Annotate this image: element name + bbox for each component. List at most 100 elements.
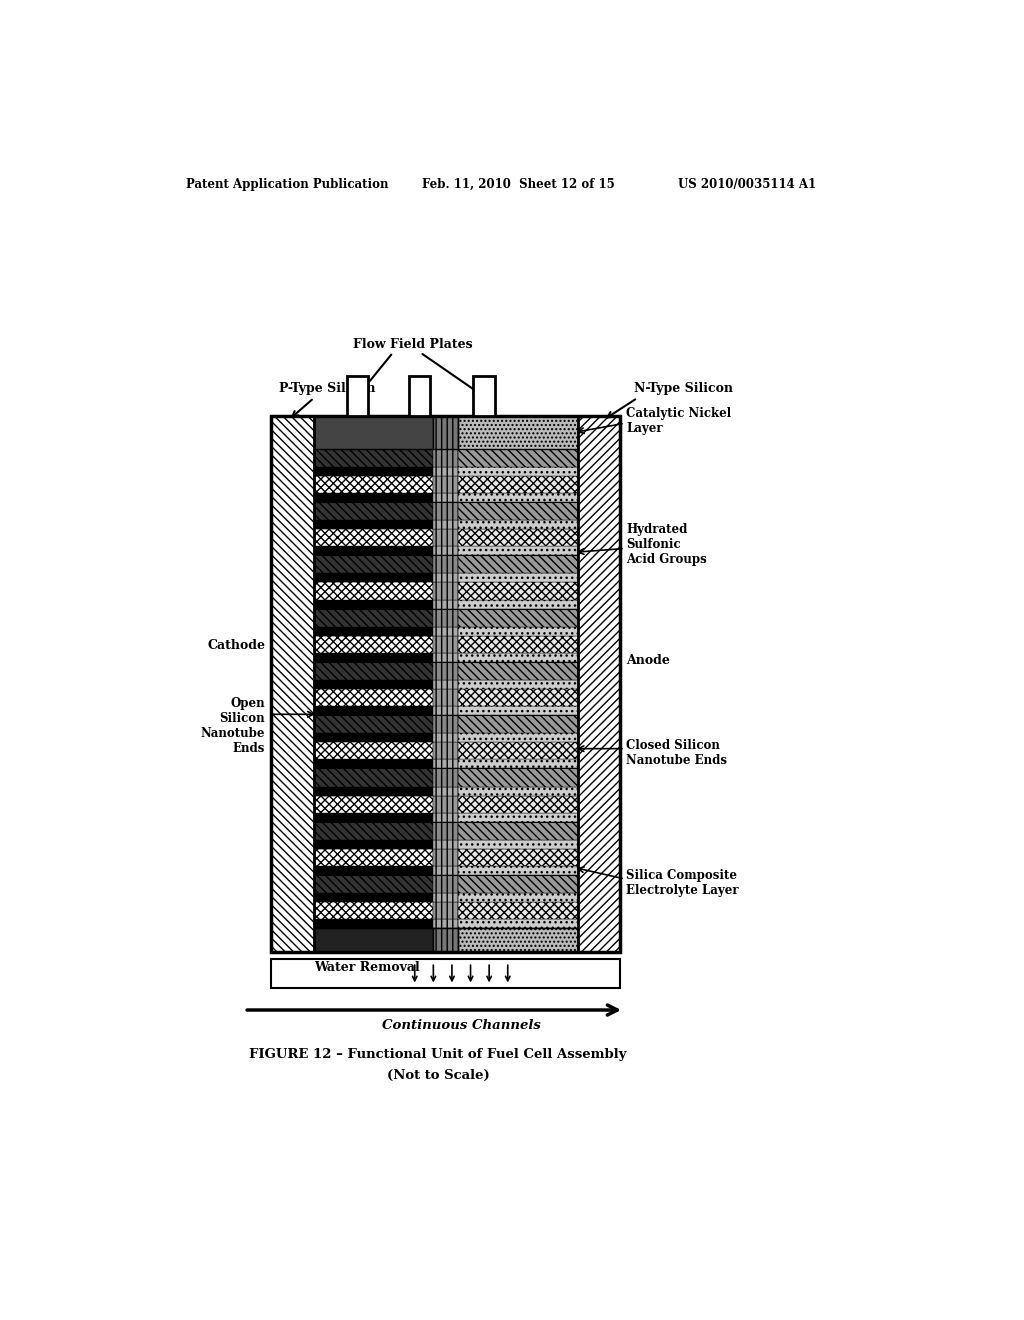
Text: Cathode: Cathode bbox=[207, 639, 265, 652]
Bar bbox=[433, 689, 458, 706]
Bar bbox=[433, 903, 458, 919]
Bar bbox=[433, 653, 458, 661]
Bar bbox=[314, 627, 433, 636]
Bar bbox=[314, 759, 433, 768]
Bar bbox=[314, 768, 433, 787]
Bar bbox=[271, 416, 621, 952]
Bar bbox=[433, 734, 458, 742]
Bar bbox=[458, 787, 578, 796]
Bar bbox=[433, 840, 458, 849]
Bar bbox=[458, 529, 578, 546]
Bar bbox=[458, 742, 578, 759]
Bar bbox=[433, 706, 458, 715]
Bar bbox=[314, 449, 433, 467]
Bar bbox=[458, 903, 578, 919]
Bar bbox=[433, 928, 458, 952]
Bar bbox=[433, 556, 458, 573]
Bar bbox=[314, 556, 433, 573]
Bar bbox=[458, 546, 578, 556]
Bar bbox=[314, 822, 433, 840]
Bar bbox=[314, 520, 433, 529]
Bar bbox=[458, 894, 578, 903]
Bar bbox=[433, 759, 458, 768]
Bar bbox=[458, 520, 578, 529]
Bar bbox=[314, 599, 433, 609]
Text: Continuous Channels: Continuous Channels bbox=[382, 1019, 541, 1032]
Bar bbox=[314, 919, 433, 928]
Bar bbox=[314, 715, 433, 734]
Bar bbox=[458, 734, 578, 742]
Bar bbox=[433, 796, 458, 813]
Bar bbox=[314, 582, 433, 599]
Bar bbox=[578, 416, 621, 952]
Bar bbox=[433, 875, 458, 894]
Text: Silica Composite
Electrolyte Layer: Silica Composite Electrolyte Layer bbox=[627, 869, 739, 896]
Bar bbox=[433, 609, 458, 627]
Bar bbox=[314, 416, 433, 449]
Bar bbox=[458, 822, 578, 840]
Bar bbox=[314, 849, 433, 866]
Bar bbox=[433, 573, 458, 582]
Bar bbox=[433, 546, 458, 556]
Text: (Not to Scale): (Not to Scale) bbox=[387, 1069, 489, 1082]
Bar bbox=[433, 492, 458, 502]
Bar bbox=[433, 787, 458, 796]
Bar bbox=[433, 520, 458, 529]
Bar bbox=[433, 768, 458, 787]
Bar bbox=[458, 416, 578, 449]
Bar bbox=[433, 582, 458, 599]
Bar bbox=[314, 546, 433, 556]
Bar bbox=[458, 573, 578, 582]
Text: Water Removal: Water Removal bbox=[314, 961, 420, 974]
Bar bbox=[458, 768, 578, 787]
Bar bbox=[458, 477, 578, 492]
Bar bbox=[458, 609, 578, 627]
Text: N-Type Silicon: N-Type Silicon bbox=[634, 381, 733, 395]
Bar bbox=[314, 653, 433, 661]
Bar bbox=[433, 715, 458, 734]
Bar bbox=[433, 894, 458, 903]
Bar bbox=[271, 960, 621, 989]
Bar bbox=[346, 376, 369, 416]
Text: FIGURE 12 – Functional Unit of Fuel Cell Assembly: FIGURE 12 – Functional Unit of Fuel Cell… bbox=[249, 1048, 627, 1061]
Bar bbox=[314, 467, 433, 477]
Bar bbox=[458, 759, 578, 768]
Bar bbox=[433, 449, 458, 467]
Bar bbox=[458, 467, 578, 477]
Bar bbox=[458, 919, 578, 928]
Bar bbox=[458, 840, 578, 849]
Bar bbox=[433, 866, 458, 875]
Bar bbox=[314, 734, 433, 742]
Bar bbox=[314, 894, 433, 903]
Bar bbox=[433, 599, 458, 609]
Bar bbox=[314, 609, 433, 627]
Bar bbox=[458, 813, 578, 822]
Text: P-Type Silicon: P-Type Silicon bbox=[280, 381, 376, 395]
Bar bbox=[458, 661, 578, 680]
Bar bbox=[433, 813, 458, 822]
Bar bbox=[314, 502, 433, 520]
Bar bbox=[433, 416, 458, 449]
Bar bbox=[458, 653, 578, 661]
Text: Hydrated
Sulfonic
Acid Groups: Hydrated Sulfonic Acid Groups bbox=[627, 523, 708, 566]
Text: Open
Silicon
Nanotube
Ends: Open Silicon Nanotube Ends bbox=[201, 697, 265, 755]
Bar bbox=[458, 689, 578, 706]
Bar bbox=[314, 661, 433, 680]
Bar bbox=[458, 582, 578, 599]
Text: Patent Application Publication: Patent Application Publication bbox=[186, 178, 389, 190]
Bar bbox=[458, 849, 578, 866]
Bar bbox=[433, 661, 458, 680]
Bar bbox=[409, 376, 430, 416]
Bar bbox=[433, 627, 458, 636]
Bar bbox=[314, 866, 433, 875]
Text: Feb. 11, 2010  Sheet 12 of 15: Feb. 11, 2010 Sheet 12 of 15 bbox=[423, 178, 615, 190]
Bar bbox=[458, 706, 578, 715]
Text: Catalytic Nickel
Layer: Catalytic Nickel Layer bbox=[627, 407, 731, 436]
Bar bbox=[433, 502, 458, 520]
Bar bbox=[458, 449, 578, 467]
Bar bbox=[314, 875, 433, 894]
Text: Anode: Anode bbox=[627, 655, 670, 668]
Bar bbox=[433, 636, 458, 653]
Bar bbox=[314, 840, 433, 849]
Text: Closed Silicon
Nanotube Ends: Closed Silicon Nanotube Ends bbox=[627, 738, 727, 767]
